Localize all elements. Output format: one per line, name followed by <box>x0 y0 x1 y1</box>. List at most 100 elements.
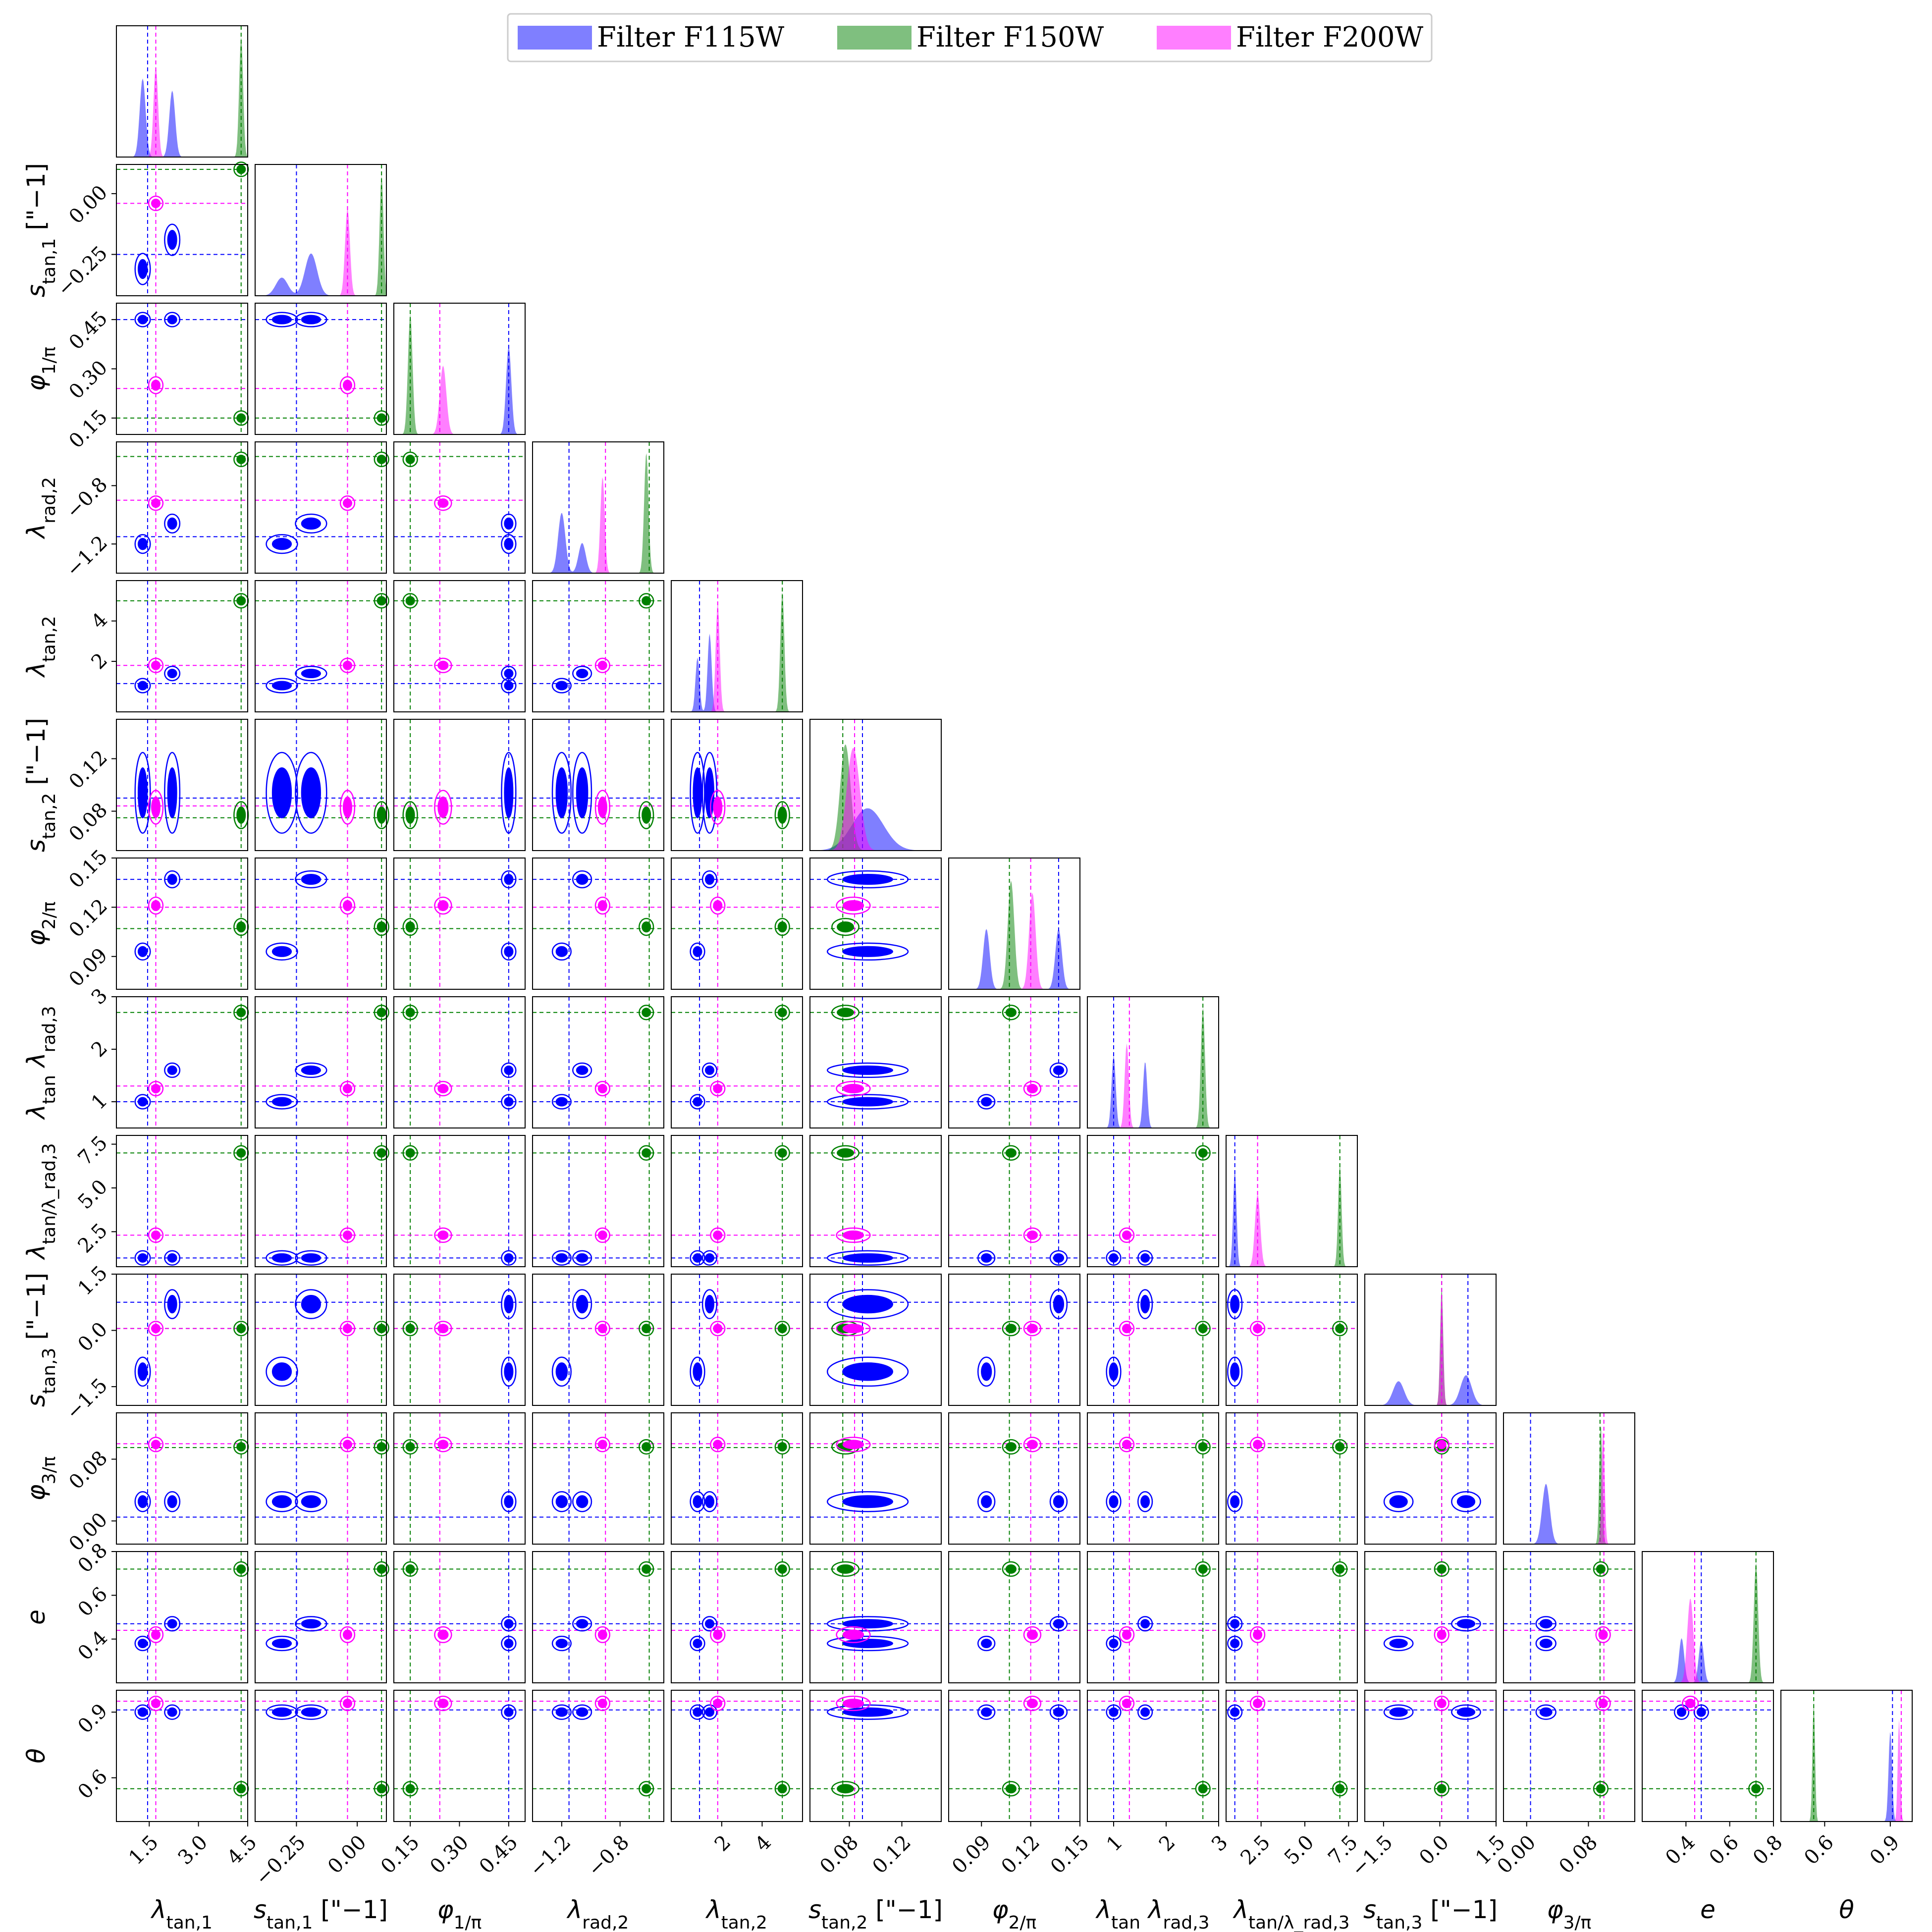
contour-outer-F150W <box>774 1145 790 1161</box>
panel-10-3 <box>532 1412 664 1545</box>
contour-outer-F200W <box>594 1437 610 1452</box>
contour-outer-F200W <box>594 657 610 673</box>
contour-inner-F150W <box>376 1324 386 1334</box>
contour-inner-F150W <box>777 1148 787 1158</box>
contour-outer-F115W <box>1049 1289 1068 1319</box>
contour-inner-F200W <box>151 1440 161 1449</box>
panel-frame <box>532 719 664 851</box>
contour-outer-F150W <box>1434 1781 1449 1797</box>
contour-inner-F150W <box>777 1324 787 1334</box>
contour-inner-F150W <box>642 1148 651 1158</box>
contour-inner-F200W <box>597 660 607 670</box>
panel-frame <box>116 1274 248 1406</box>
panel-4-3 <box>532 580 664 712</box>
contour-outer-F150W <box>402 1321 418 1337</box>
marginal-F115W <box>949 929 1080 989</box>
contour-inner-F115W <box>167 517 177 530</box>
contour-outer-F200W <box>434 1626 452 1643</box>
panel-10-9 <box>1364 1412 1497 1545</box>
panel-7-5 <box>809 996 942 1128</box>
contour-inner-F115W <box>167 873 177 885</box>
contour-inner-F115W <box>137 1362 148 1381</box>
contour-outer-F115W <box>134 1704 151 1720</box>
panel-frame <box>1087 1274 1219 1406</box>
marginal-F150W <box>533 453 664 573</box>
contour-inner-F200W <box>842 1324 864 1334</box>
contour-outer-F115W <box>266 942 298 961</box>
panel-4-1 <box>255 580 389 712</box>
contour-inner-F150W <box>1005 1148 1017 1158</box>
xtick-label: 0.9 <box>1866 1831 1904 1870</box>
contour-inner-F200W <box>597 1629 607 1640</box>
xtick-label: 4 <box>751 1831 776 1856</box>
marginal-F115W <box>116 78 248 157</box>
ytick-label: 7.5 <box>74 1131 112 1170</box>
contour-inner-F115W <box>576 1253 589 1263</box>
contour-outer-F150W <box>774 1005 790 1020</box>
contour-inner-F150W <box>1335 1324 1345 1334</box>
contour-inner-F150W <box>376 413 386 423</box>
contour-inner-F115W <box>301 669 321 679</box>
contour-outer-F150W <box>233 917 249 936</box>
panel-frame <box>1087 1135 1219 1267</box>
panel-frame <box>116 1135 248 1267</box>
contour-inner-F200W <box>1026 1699 1038 1708</box>
panel-frame <box>1087 1690 1219 1822</box>
contour-inner-F115W <box>704 767 714 818</box>
contour-inner-F115W <box>137 1253 148 1263</box>
marginal-F200W <box>1365 1292 1496 1405</box>
contour-outer-F150W <box>774 801 790 829</box>
contour-outer-F115W <box>1535 1635 1556 1652</box>
contour-inner-F115W <box>137 259 148 279</box>
contour-inner-F115W <box>1230 1707 1240 1717</box>
contour-outer-F115W <box>266 751 298 834</box>
contour-outer-F150W <box>402 801 418 829</box>
contour-inner-F115W <box>704 873 714 885</box>
contour-inner-F115W <box>301 1294 321 1314</box>
ytick-label: 0.0 <box>74 1318 112 1356</box>
contour-outer-F115W <box>826 1289 909 1319</box>
contour-inner-F200W <box>597 1699 607 1708</box>
panel-frame <box>532 1135 664 1267</box>
contour-inner-F115W <box>576 1619 589 1629</box>
contour-outer-F150W <box>639 593 654 609</box>
contour-inner-F150W <box>837 1148 855 1158</box>
contour-inner-F115W <box>842 1619 893 1629</box>
panel-frame <box>255 996 387 1128</box>
contour-outer-F115W <box>266 678 298 694</box>
contour-outer-F115W <box>266 1704 298 1720</box>
contour-inner-F200W <box>437 660 449 670</box>
panel-9-5 <box>809 1274 942 1406</box>
contour-inner-F115W <box>1230 1362 1240 1381</box>
contour-outer-F115W <box>1137 1616 1153 1632</box>
contour-outer-F200W <box>1023 1626 1042 1643</box>
contour-inner-F115W <box>704 1495 714 1508</box>
panel-frame <box>116 719 248 851</box>
contour-inner-F150W <box>376 596 386 606</box>
contour-inner-F200W <box>842 900 864 912</box>
contour-inner-F150W <box>405 1442 415 1452</box>
xtick-label: 0.12 <box>868 1831 915 1878</box>
contour-inner-F115W <box>981 1253 992 1263</box>
ytick-label: 0.08 <box>65 1447 112 1494</box>
marginal-F200W <box>255 210 386 296</box>
legend-label-f115w: Filter F115W <box>597 21 785 54</box>
contour-outer-F115W <box>1227 1704 1243 1720</box>
contour-outer-F200W <box>710 896 726 915</box>
panel-11-10 <box>1503 1551 1635 1683</box>
panel-frame <box>809 996 942 1128</box>
contour-inner-F115W <box>693 946 702 957</box>
contour-inner-F115W <box>137 681 148 691</box>
marginal-F150W <box>255 175 386 296</box>
panel-11-2 <box>393 1551 526 1683</box>
contour-inner-F200W <box>151 1699 161 1708</box>
contour-outer-F150W <box>374 1005 389 1020</box>
contour-outer-F115W <box>572 1704 592 1720</box>
contour-outer-F115W <box>1049 1250 1068 1266</box>
panel-frame <box>671 1690 803 1822</box>
contour-inner-F150W <box>405 454 415 464</box>
ytick-label: 0.45 <box>65 307 112 355</box>
contour-inner-F150W <box>642 1784 651 1794</box>
contour-outer-F115W <box>690 942 705 961</box>
